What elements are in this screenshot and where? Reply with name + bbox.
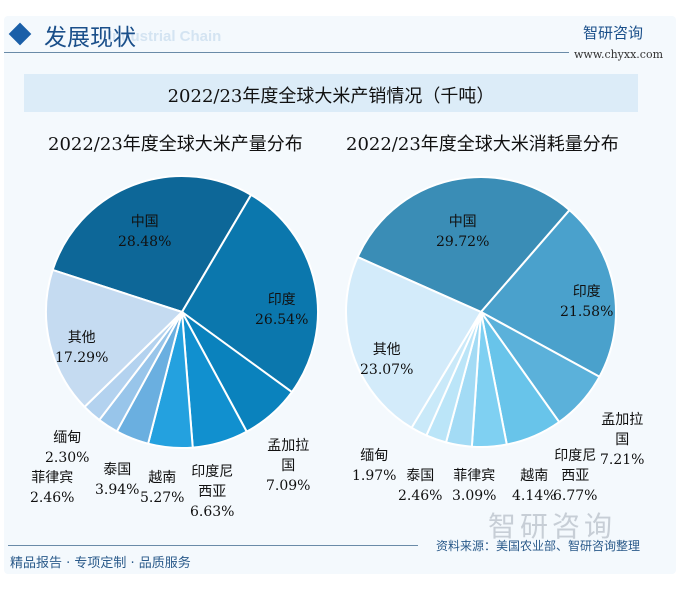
label-indonesia-c: 印度尼 西亚 6.77% <box>553 448 598 504</box>
label-vietnam-c: 越南 4.14% <box>512 468 557 504</box>
chart-title-production: 2022/23年度全球大米产量分布 <box>48 134 303 155</box>
brand-url: www.chyxx.com <box>574 48 664 61</box>
banner <box>24 74 638 112</box>
label-other-c: 其他 23.07% <box>360 342 414 378</box>
label-myanmar-c: 缅甸 1.97% <box>352 448 397 484</box>
brand-logo: 智研咨询 <box>583 24 644 42</box>
label-india: 印度 26.54% <box>255 292 309 328</box>
pie-slice-1-0 <box>356 176 571 314</box>
pie-slice-1-1 <box>479 208 617 379</box>
label-other: 其他 17.29% <box>55 330 109 366</box>
label-bangladesh-c: 孟加拉国 7.21% <box>600 412 645 468</box>
banner-title: 2022/23年度全球大米产销情况（千吨） <box>167 86 495 107</box>
footer-divider <box>8 545 418 546</box>
label-philippines-c: 菲律宾 3.09% <box>452 468 497 504</box>
watermark-logo: 智研咨询 <box>488 510 617 543</box>
section-title: 发展现状 <box>44 25 136 51</box>
label-philippines: 菲律宾 2.46% <box>30 470 75 506</box>
label-vietnam: 越南 5.27% <box>140 470 185 506</box>
label-china: 中国 28.48% <box>118 214 172 250</box>
footer-slogan: 精品报告 · 专项定制 · 品质服务 <box>10 556 191 571</box>
pie-slice-0-1 <box>180 193 319 394</box>
label-indonesia: 印度尼 西亚 6.63% <box>190 464 235 520</box>
label-myanmar: 缅甸 2.30% <box>45 430 90 466</box>
label-india-c: 印度 21.58% <box>560 284 614 320</box>
section-subtitle: Industrial Chain <box>108 28 222 45</box>
label-thailand-c: 泰国 2.46% <box>398 468 443 504</box>
label-china-c: 中国 29.72% <box>436 214 490 250</box>
source-note: 资料来源：美国农业部、智研咨询整理 <box>436 539 641 553</box>
label-bangladesh: 孟加拉国 7.09% <box>266 438 311 494</box>
label-thailand: 泰国 3.94% <box>95 462 140 498</box>
chart-title-consumption: 2022/23年度全球大米消耗量分布 <box>346 134 619 155</box>
pie-slice-0-8 <box>45 268 184 409</box>
divider <box>4 52 569 53</box>
pie-slice-1-8 <box>345 255 483 430</box>
